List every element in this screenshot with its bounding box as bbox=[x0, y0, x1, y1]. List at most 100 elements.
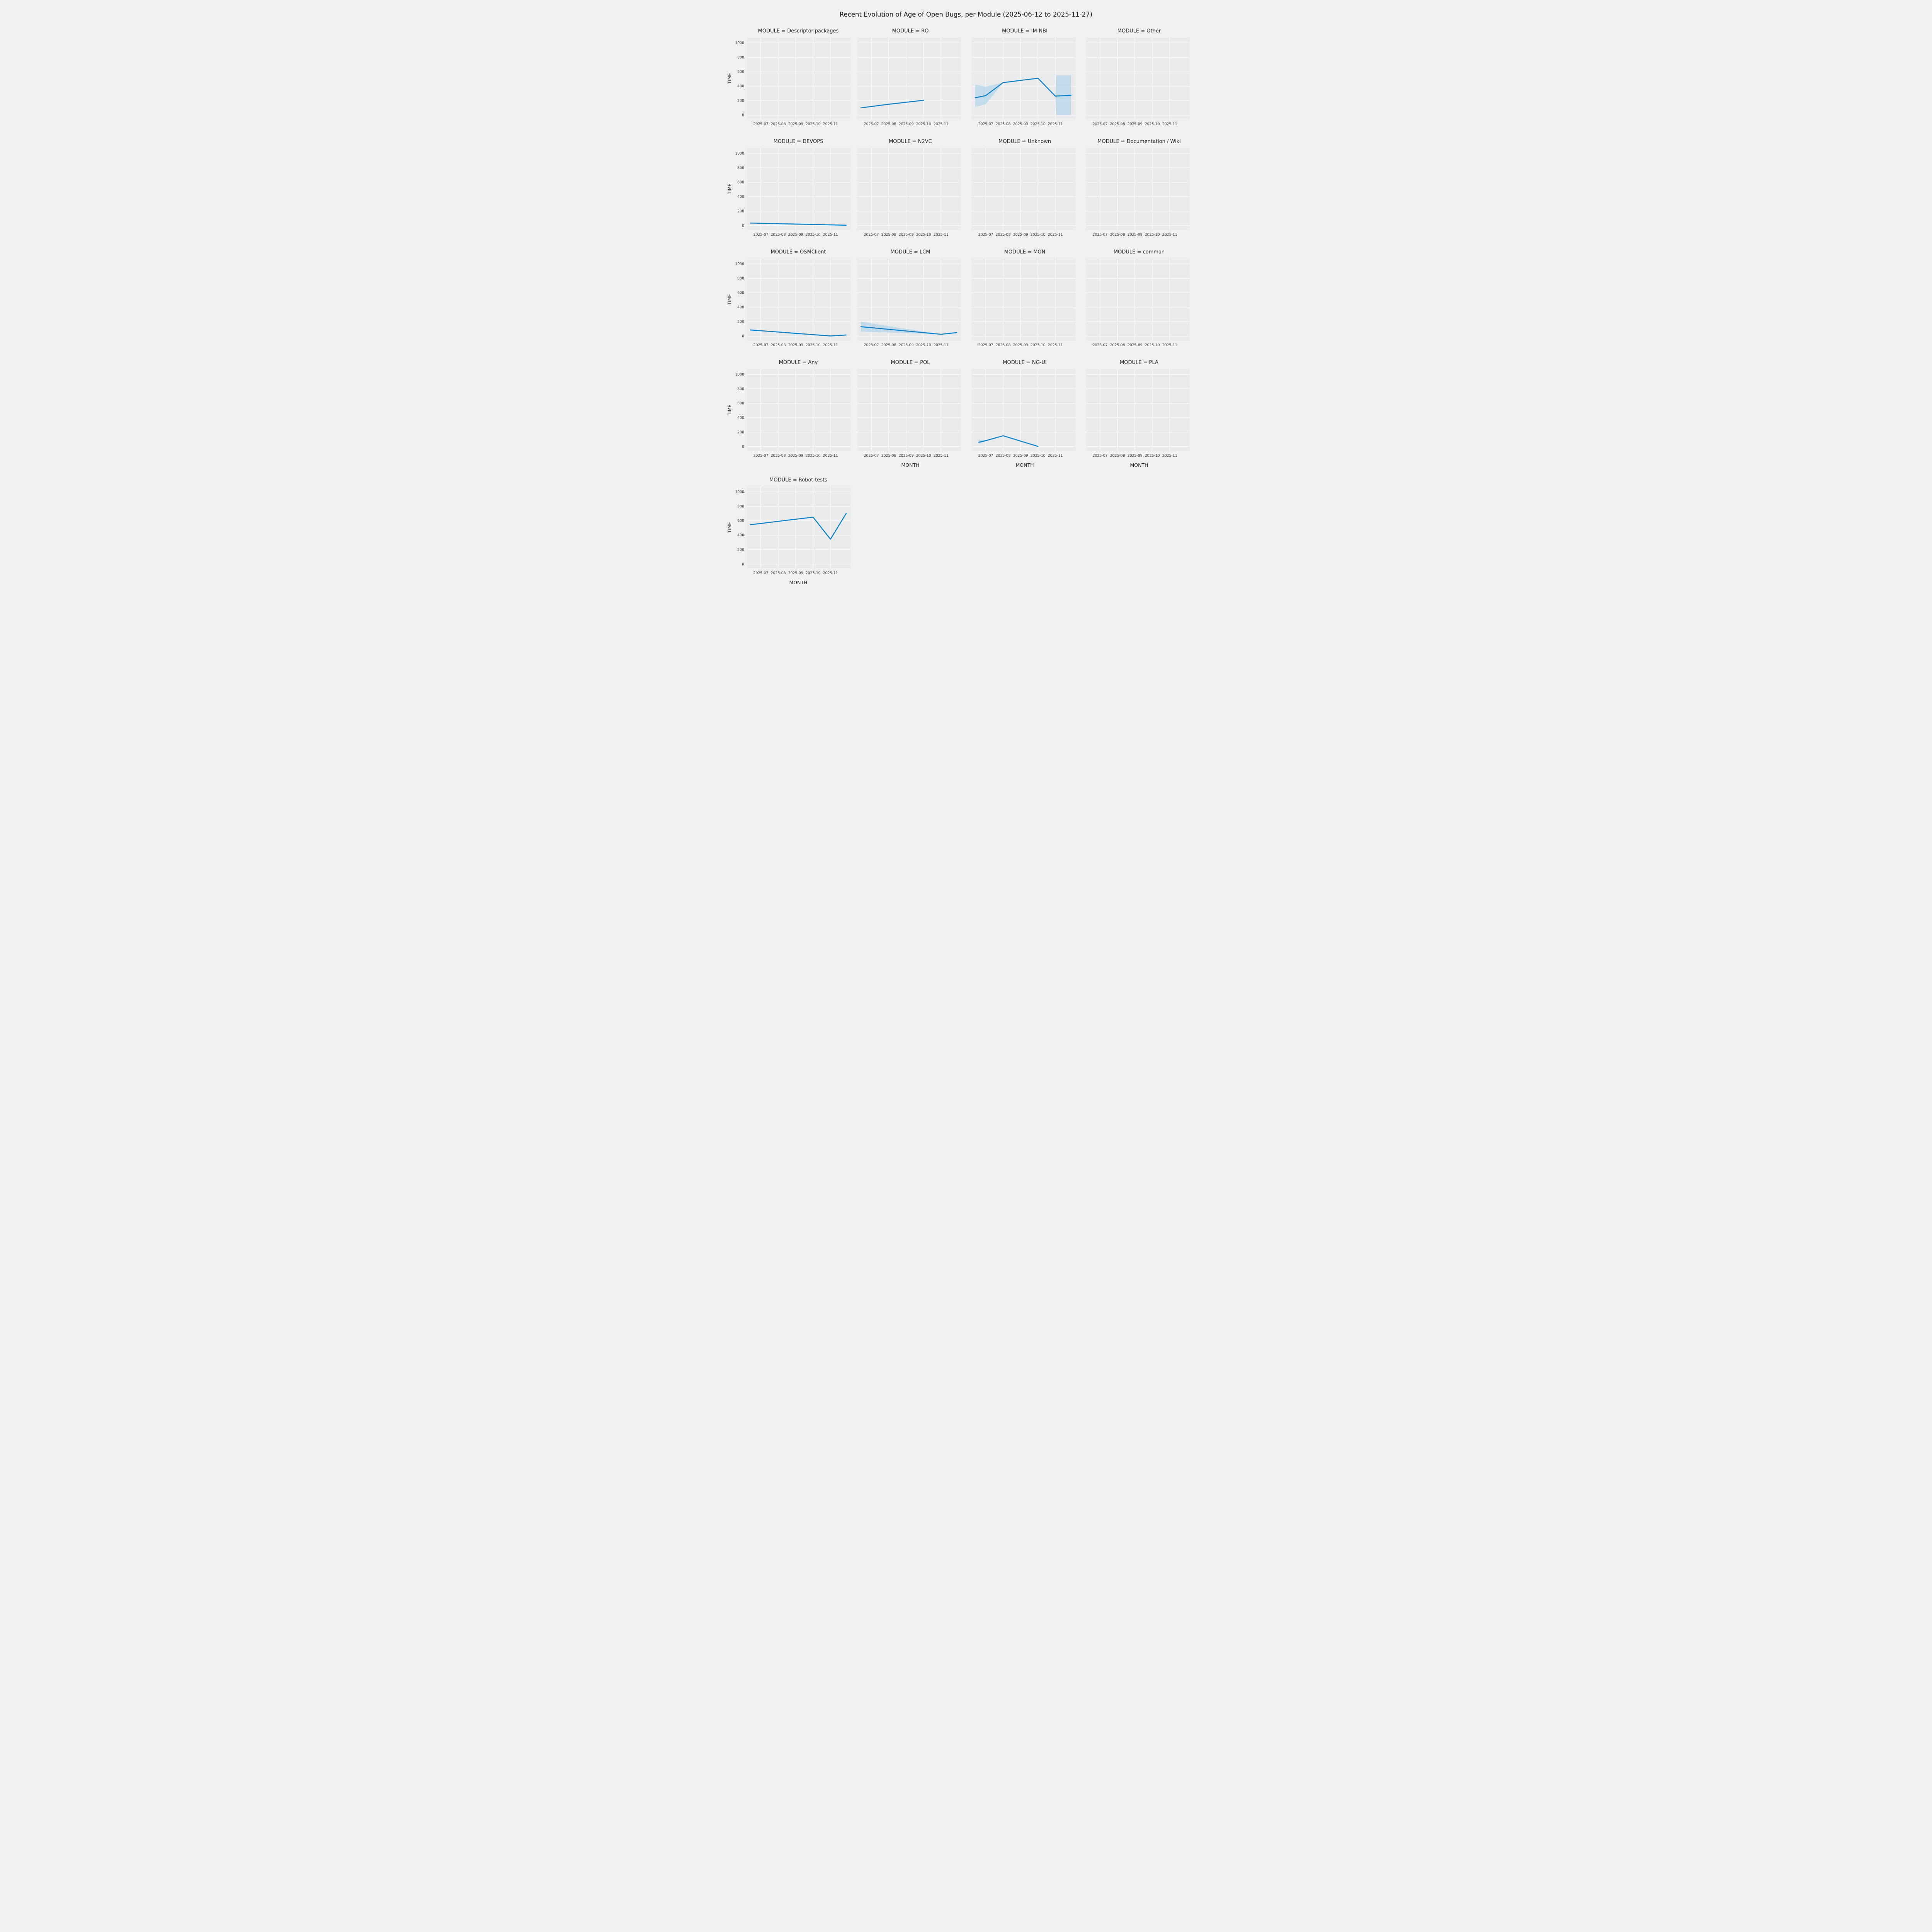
x-tick-label: 2025-08 bbox=[1110, 343, 1125, 347]
facet-unknown: MODULE = Unknown 2025-07 2025-08 2025-09 202… bbox=[969, 139, 1080, 240]
x-tick-label: 2025-11 bbox=[823, 122, 838, 126]
y-tick-labels: 0 200 400 600 800 1000 bbox=[735, 41, 744, 117]
x-tick-labels: 2025-07 2025-08 2025-09 2025-10 2025-11 bbox=[1093, 122, 1177, 126]
y-tick-label: 800 bbox=[737, 276, 744, 281]
facet-plot-common: 2025-07 2025-08 2025-09 2025-10 2025-11 bbox=[1086, 259, 1190, 347]
facet-plot-im-nbi: 2025-07 2025-08 2025-09 2025-10 2025-11 bbox=[972, 37, 1075, 126]
y-tick-label: 200 bbox=[737, 99, 744, 103]
line-series bbox=[750, 222, 847, 226]
x-tick-label: 2025-09 bbox=[788, 122, 803, 126]
x-tick-label: 2025-08 bbox=[996, 233, 1011, 237]
x-tick-label: 2025-09 bbox=[1013, 233, 1028, 237]
x-tick-label: 2025-08 bbox=[996, 343, 1011, 347]
facet-title: MODULE = DEVOPS bbox=[773, 139, 823, 145]
x-tick-label: 2025-08 bbox=[771, 571, 786, 575]
y-tick-label: 0 bbox=[742, 113, 744, 117]
x-tick-labels: 2025-07 2025-08 2025-09 2025-10 2025-11 bbox=[1093, 454, 1177, 458]
x-tick-label: 2025-10 bbox=[1145, 343, 1160, 347]
y-tick-label: 600 bbox=[737, 180, 744, 185]
x-tick-label: 2025-07 bbox=[753, 343, 769, 347]
y-tick-label: 0 bbox=[742, 224, 744, 228]
line-series bbox=[750, 329, 847, 337]
facet-title: MODULE = IM-NBI bbox=[1002, 28, 1048, 34]
facet-plot-other: 2025-07 2025-08 2025-09 2025-10 2025-11 bbox=[1086, 37, 1190, 126]
x-tick-label: 2025-10 bbox=[806, 343, 821, 347]
gridlines bbox=[857, 259, 961, 340]
facet-plot-ng-ui: 2025-07 2025-08 2025-09 2025-10 2025-11 bbox=[972, 369, 1075, 458]
facet-lcm: MODULE = LCM 2025-07 2025-08 2025-09 2025-10… bbox=[855, 249, 966, 350]
plot-area bbox=[747, 148, 850, 230]
x-tick-labels: 2025-07 2025-08 2025-09 2025-10 2025-11 bbox=[753, 122, 838, 126]
x-tick-label: 2025-07 bbox=[753, 233, 769, 237]
gridlines bbox=[747, 486, 850, 568]
y-tick-labels: 0 200 400 600 800 1000 bbox=[735, 490, 744, 566]
gridlines bbox=[1086, 259, 1190, 340]
facet-title: MODULE = Unknown bbox=[998, 139, 1051, 145]
gridlines bbox=[1086, 369, 1190, 451]
facet-title: MODULE = POL bbox=[891, 360, 930, 366]
x-tick-labels: 2025-07 2025-08 2025-09 2025-10 2025-11 bbox=[1093, 343, 1177, 347]
x-tick-label: 2025-07 bbox=[864, 122, 879, 126]
x-tick-labels: 2025-07 2025-08 2025-09 2025-10 2025-11 bbox=[864, 233, 949, 237]
y-tick-label: 400 bbox=[737, 84, 744, 88]
y-tick-label: 1000 bbox=[735, 41, 744, 45]
y-tick-label: 1000 bbox=[735, 262, 744, 266]
x-tick-label: 2025-08 bbox=[771, 454, 786, 458]
x-tick-label: 2025-07 bbox=[1093, 454, 1108, 458]
x-tick-labels: 2025-07 2025-08 2025-09 2025-10 2025-11 bbox=[978, 343, 1063, 347]
x-tick-label: 2025-11 bbox=[1048, 343, 1063, 347]
x-tick-label: 2025-07 bbox=[1093, 343, 1108, 347]
gridlines bbox=[747, 259, 850, 340]
y-tick-label: 400 bbox=[737, 416, 744, 420]
y-axis-label: TIME bbox=[727, 405, 732, 416]
chart-title: Recent Evolution of Age of Open Bugs, pe… bbox=[839, 11, 1093, 18]
x-axis-label: MONTH bbox=[901, 462, 920, 468]
plot-area bbox=[747, 37, 850, 119]
facet-ro: MODULE = RO 2025-07 2025-08 2025-09 2025-10 2… bbox=[855, 28, 966, 129]
facet-documentation-wiki: MODULE = Documentation / Wiki 2025-07 2025… bbox=[1084, 139, 1194, 240]
facet-robot-tests: MODULE = Robot-tests 2025-07 2025-08 2025-0… bbox=[726, 477, 851, 585]
y-axis-label: TIME bbox=[727, 73, 732, 84]
x-tick-label: 2025-11 bbox=[934, 343, 949, 347]
facet-title: MODULE = Robot-tests bbox=[769, 477, 827, 483]
x-tick-label: 2025-08 bbox=[881, 233, 896, 237]
facet-title: MODULE = RO bbox=[892, 28, 929, 34]
confidence-band bbox=[861, 321, 957, 335]
y-axis-label: TIME bbox=[727, 522, 732, 533]
x-tick-label: 2025-11 bbox=[823, 343, 838, 347]
x-tick-label: 2025-09 bbox=[1128, 454, 1143, 458]
y-tick-label: 800 bbox=[737, 504, 744, 509]
plot-area bbox=[747, 369, 850, 451]
y-tick-labels: 0 200 400 600 800 1000 bbox=[735, 151, 744, 228]
x-tick-label: 2025-09 bbox=[899, 454, 914, 458]
x-tick-label: 2025-09 bbox=[899, 233, 914, 237]
x-tick-label: 2025-11 bbox=[1048, 233, 1063, 237]
x-tick-label: 2025-07 bbox=[978, 454, 993, 458]
plot-area bbox=[972, 259, 1075, 340]
plot-area bbox=[857, 37, 961, 119]
facet-title: MODULE = common bbox=[1113, 249, 1165, 255]
y-tick-label: 1000 bbox=[735, 372, 744, 377]
facet-title: MODULE = Any bbox=[779, 360, 818, 366]
x-tick-label: 2025-10 bbox=[1031, 122, 1046, 126]
x-tick-label: 2025-08 bbox=[771, 122, 786, 126]
gridlines bbox=[1086, 148, 1190, 230]
plot-area bbox=[972, 369, 1075, 451]
x-tick-label: 2025-11 bbox=[934, 122, 949, 126]
y-axis-label: TIME bbox=[727, 294, 732, 305]
x-axis-label: MONTH bbox=[1130, 462, 1148, 468]
facet-any: MODULE = Any 2025-07 2025-08 2025-09 2025-10… bbox=[726, 360, 851, 468]
y-tick-labels: 0 200 400 600 800 1000 bbox=[735, 262, 744, 338]
plot-area bbox=[972, 148, 1075, 230]
facet-plot-descriptor-packages: 2025-07 2025-08 2025-09 2025-10 2025-11 0 200 4… bbox=[727, 37, 850, 126]
facet-devops: MODULE = DEVOPS 2025-07 2025-08 2025-09 2025… bbox=[726, 139, 851, 240]
x-tick-label: 2025-09 bbox=[1013, 454, 1028, 458]
x-tick-label: 2025-09 bbox=[788, 571, 803, 575]
x-tick-label: 2025-11 bbox=[1048, 454, 1063, 458]
y-tick-label: 0 bbox=[742, 334, 744, 338]
x-tick-label: 2025-07 bbox=[1093, 122, 1108, 126]
facet-title: MODULE = MON bbox=[1004, 249, 1046, 255]
gridlines bbox=[747, 369, 850, 451]
x-tick-label: 2025-07 bbox=[1093, 233, 1108, 237]
facet-plot-any: 2025-07 2025-08 2025-09 2025-10 2025-11 0 200 4… bbox=[727, 369, 850, 458]
